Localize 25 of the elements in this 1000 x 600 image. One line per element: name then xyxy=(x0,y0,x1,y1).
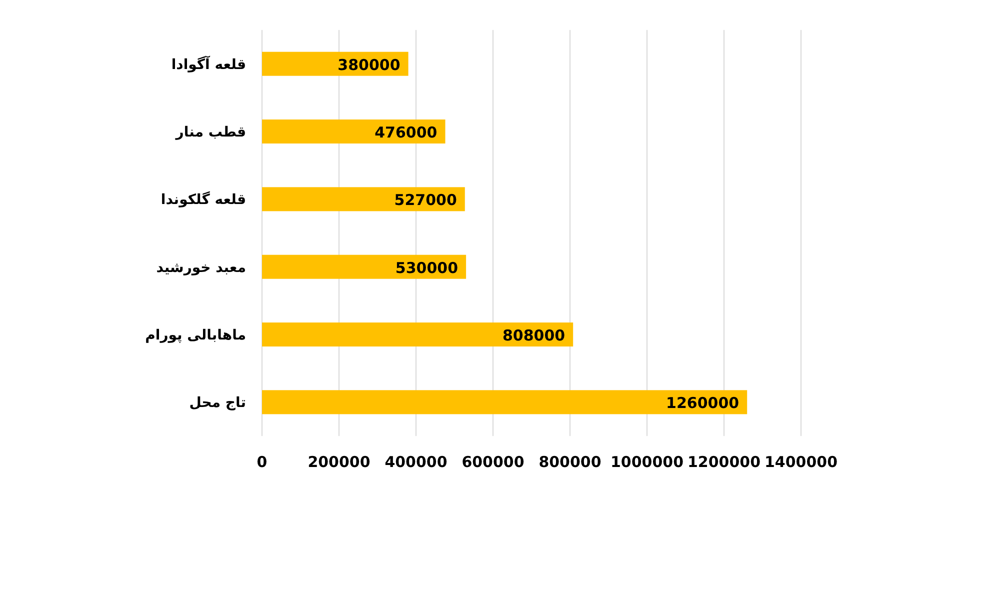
x-tick-label: 800000 xyxy=(538,453,602,471)
bar xyxy=(262,254,466,279)
bar xyxy=(262,187,465,212)
data-label: 476000 xyxy=(374,124,438,142)
bar xyxy=(262,322,574,346)
y-tick-label: قلعه آگوادا xyxy=(171,54,246,73)
x-tick-label: 0 xyxy=(256,453,268,471)
x-tick-label: 600000 xyxy=(462,453,524,471)
y-tick-label: تاج محل xyxy=(189,395,246,412)
x-tick-label: 1000000 xyxy=(610,453,684,471)
data-label: 527000 xyxy=(394,191,457,210)
data-label: 530000 xyxy=(395,258,458,277)
x-tick-label: 1200000 xyxy=(687,453,761,471)
y-tick-label: قلعه گلکوندا xyxy=(160,191,246,208)
data-label: 380000 xyxy=(338,56,400,74)
x-tick-label: 200000 xyxy=(308,453,370,471)
x-tick-label: 400000 xyxy=(384,453,448,471)
data-label: 1260000 xyxy=(666,394,740,412)
y-tick-label: معبد خورشید xyxy=(156,260,246,276)
bar xyxy=(262,120,446,144)
bar xyxy=(262,390,748,414)
data-label: 808000 xyxy=(502,326,566,344)
y-tick-label: ماهابالی پورام xyxy=(145,328,246,344)
y-tick-label: قطب منار xyxy=(174,124,246,140)
x-tick-label: 1400000 xyxy=(764,453,838,471)
